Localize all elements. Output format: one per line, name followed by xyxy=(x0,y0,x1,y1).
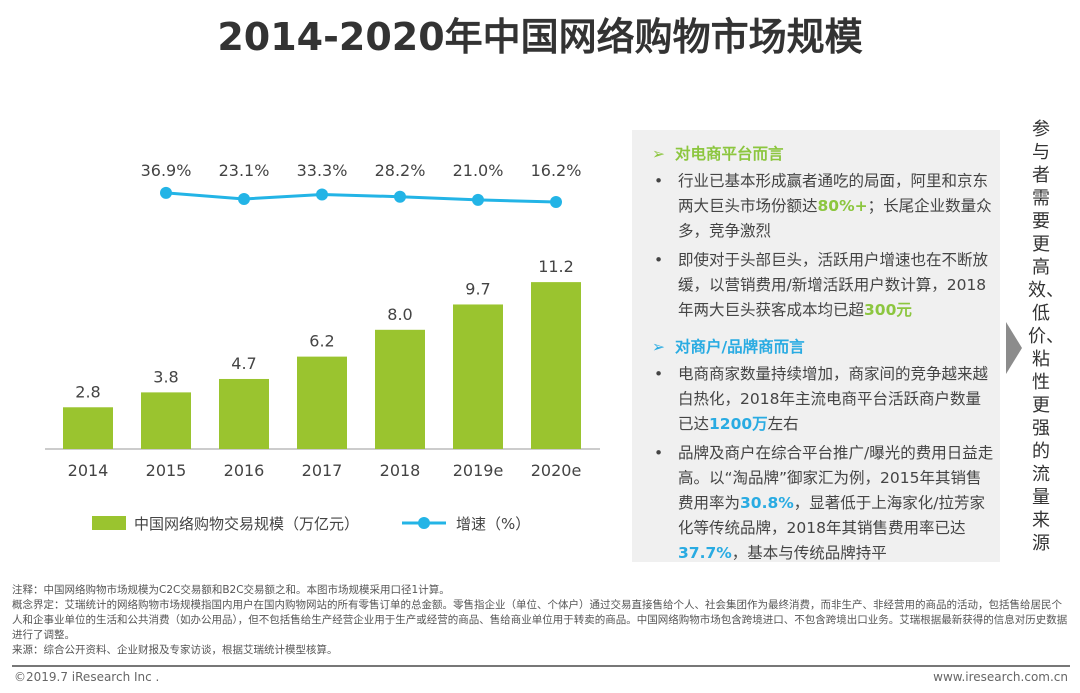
legend-line-label: 增速（%） xyxy=(456,515,530,533)
x-tick-label: 2015 xyxy=(146,461,187,480)
chevron-right-icon: ➢ xyxy=(652,145,665,163)
bullet-icon: • xyxy=(654,365,664,383)
bar-label: 4.7 xyxy=(231,354,256,373)
list-item: • 电商商家数量持续增加，商家间的竞争越来越白热化，2018年主流电商平台活跃商户… xyxy=(632,362,1000,437)
highlight: 300元 xyxy=(864,301,912,319)
bar xyxy=(531,282,581,449)
growth-label: 23.1% xyxy=(219,161,270,180)
text: 行业已基本形成赢者通吃的局面，阿里和京东两大巨头市场份额达 xyxy=(678,172,989,215)
bar-label: 9.7 xyxy=(465,279,490,298)
legend-line-marker xyxy=(418,517,430,529)
website: www.iresearch.com.cn xyxy=(933,670,1068,684)
bar xyxy=(375,329,425,449)
chevron-right-icon: ➢ xyxy=(652,338,665,356)
bullet-icon: • xyxy=(654,251,664,269)
growth-label: 33.3% xyxy=(297,161,348,180)
bar xyxy=(141,392,191,449)
legend-bar-label: 中国网络购物交易规模（万亿元） xyxy=(134,515,359,533)
bullet-icon: • xyxy=(654,444,664,462)
growth-point xyxy=(472,193,484,206)
text: 左右 xyxy=(767,415,799,433)
note: 注释：中国网络购物市场规模为C2C交易额和B2C交易额之和。本图市场规模采用口径… xyxy=(12,584,450,596)
growth-label: 28.2% xyxy=(375,161,426,180)
growth-label: 21.0% xyxy=(453,161,504,180)
list-item: • 品牌及商户在综合平台推广/曝光的费用日益走高。以“淘品牌”御家汇为例，2015… xyxy=(632,441,1000,566)
bar xyxy=(219,378,269,449)
bar-label: 2.8 xyxy=(75,382,100,401)
chart: 2.8 2014 3.8 2015 4.7 2016 6.2 2017 8.0 2018 9.7 20… xyxy=(45,161,600,533)
copyright: ©2019.7 iResearch Inc . xyxy=(14,670,160,684)
note: 概念界定：艾瑞统计的网络购物市场规模指国内用户在国内购物网站的所有零售订单的总金… xyxy=(12,599,1068,641)
text: ，显著低于上海家化/拉芳家化等传统品牌，2018年其销售费用率已达 xyxy=(678,494,986,537)
growth-line xyxy=(165,191,557,204)
highlight: 30.8% xyxy=(740,494,794,512)
section2-title: 对商户/品牌商而言 xyxy=(675,338,805,356)
text: 品牌及商户在综合平台推广/曝光的费用日益走高。以“淘品牌”御家汇为例，2015年… xyxy=(678,444,994,512)
growth-label: 36.9% xyxy=(141,161,192,180)
growth-point xyxy=(550,196,562,208)
text: ，基本与传统品牌持平 xyxy=(731,544,887,562)
section1-title: 对电商平台而言 xyxy=(675,145,784,163)
growth-point xyxy=(238,192,250,205)
x-tick-label: 2020e xyxy=(531,461,582,480)
bar xyxy=(453,304,503,449)
x-tick-label: 2017 xyxy=(302,461,343,480)
source-note: 来源：综合公开资料、企业财报及专家访谈，根据艾瑞统计模型核算。 xyxy=(12,644,338,656)
notes: 注释：中国网络购物市场规模为C2C交易额和B2C交易额之和。本图市场规模采用口径… xyxy=(12,583,1072,658)
growth-point xyxy=(316,188,328,201)
x-tick-label: 2014 xyxy=(68,461,109,480)
x-tick-label: 2016 xyxy=(224,461,265,480)
divider xyxy=(12,665,1070,667)
highlight: 37.7% xyxy=(678,544,732,562)
text: ；长尾企业数量众多，竞争激烈 xyxy=(678,197,992,240)
growth-label: 16.2% xyxy=(531,161,582,180)
bar-label: 3.8 xyxy=(153,367,178,386)
section2-heading: ➢ 对商户/品牌商而言 xyxy=(652,335,1000,360)
section1-heading: ➢ 对电商平台而言 xyxy=(652,142,1000,167)
highlight: 80%+ xyxy=(817,197,868,215)
bullet-icon: • xyxy=(654,172,664,190)
bar xyxy=(63,407,113,449)
growth-point xyxy=(394,190,406,203)
x-tick-label: 2018 xyxy=(380,461,421,480)
list-item: • 行业已基本形成赢者通吃的局面，阿里和京东两大巨头市场份额达80%+；长尾企业数… xyxy=(632,169,1000,244)
bar-label: 11.2 xyxy=(538,257,574,276)
insight-panel: ➢ 对电商平台而言 • 行业已基本形成赢者通吃的局面，阿里和京东两大巨头市场份额达8… xyxy=(632,130,1000,562)
bar xyxy=(297,356,347,449)
highlight: 1200万 xyxy=(709,415,768,433)
bar-label: 6.2 xyxy=(309,332,334,351)
text: 即使对于头部巨头，活跃用户增速也在不断放缓，以营销费用/新增活跃用户数计算，20… xyxy=(678,251,989,319)
text: 电商商家数量持续增加，商家间的竞争越来越白热化，2018年主流电商平台活跃商户数… xyxy=(678,365,989,433)
list-item: • 即使对于头部巨头，活跃用户增速也在不断放缓，以营销费用/新增活跃用户数计算，2… xyxy=(632,248,1000,323)
growth-point xyxy=(160,186,172,199)
side-conclusion: 参与者需要更高效、低价、粘性更强的流量来源 xyxy=(1028,119,1064,554)
page-title: 2014-2020年中国网络购物市场规模 xyxy=(217,15,863,59)
chevron-right-icon xyxy=(1006,322,1022,374)
x-tick-label: 2019e xyxy=(453,461,504,480)
bar-label: 8.0 xyxy=(387,305,412,324)
legend-bar-swatch xyxy=(92,516,126,530)
